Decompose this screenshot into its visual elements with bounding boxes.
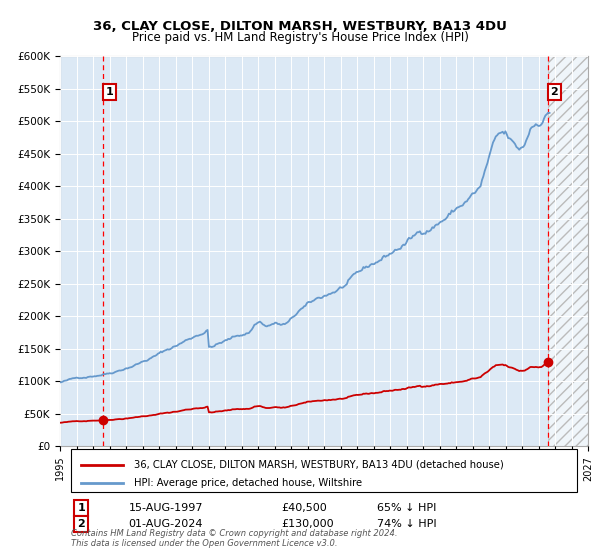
Text: £40,500: £40,500	[282, 503, 328, 513]
Text: 2: 2	[551, 87, 558, 97]
Text: HPI: Average price, detached house, Wiltshire: HPI: Average price, detached house, Wilt…	[134, 478, 362, 488]
Text: 36, CLAY CLOSE, DILTON MARSH, WESTBURY, BA13 4DU (detached house): 36, CLAY CLOSE, DILTON MARSH, WESTBURY, …	[134, 460, 503, 470]
Text: 1: 1	[77, 503, 85, 513]
Text: £130,000: £130,000	[282, 519, 334, 529]
Text: 65% ↓ HPI: 65% ↓ HPI	[377, 503, 436, 513]
Text: 36, CLAY CLOSE, DILTON MARSH, WESTBURY, BA13 4DU: 36, CLAY CLOSE, DILTON MARSH, WESTBURY, …	[93, 20, 507, 32]
Bar	[548, 56, 588, 446]
Text: Price paid vs. HM Land Registry's House Price Index (HPI): Price paid vs. HM Land Registry's House …	[131, 31, 469, 44]
FancyBboxPatch shape	[71, 449, 577, 492]
Bar	[548, 56, 588, 446]
Text: 2: 2	[77, 519, 85, 529]
Text: 74% ↓ HPI: 74% ↓ HPI	[377, 519, 436, 529]
Text: 01-AUG-2024: 01-AUG-2024	[128, 519, 203, 529]
Text: Contains HM Land Registry data © Crown copyright and database right 2024.
This d: Contains HM Land Registry data © Crown c…	[71, 529, 397, 548]
Text: 1: 1	[106, 87, 113, 97]
Text: 15-AUG-1997: 15-AUG-1997	[128, 503, 203, 513]
